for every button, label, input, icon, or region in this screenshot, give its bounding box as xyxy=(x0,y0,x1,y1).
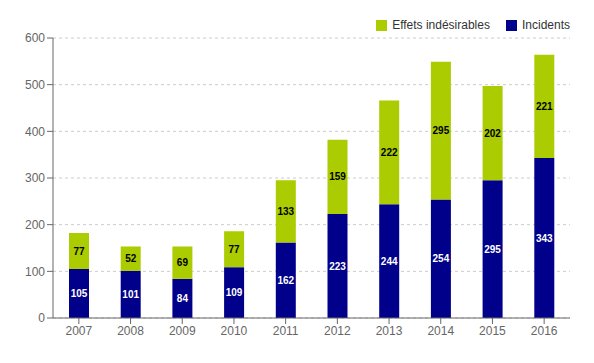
svg-text:2012: 2012 xyxy=(324,324,351,338)
svg-text:222: 222 xyxy=(381,147,398,158)
svg-text:101: 101 xyxy=(122,289,139,300)
svg-text:2007: 2007 xyxy=(65,324,92,338)
svg-text:84: 84 xyxy=(177,293,189,304)
svg-text:133: 133 xyxy=(277,206,294,217)
svg-text:2016: 2016 xyxy=(531,324,558,338)
html-text:Effets indésirables: Effets indésirables xyxy=(392,18,490,32)
svg-text:162: 162 xyxy=(277,275,294,286)
svg-text:69: 69 xyxy=(177,257,189,268)
svg-text:254: 254 xyxy=(433,253,450,264)
html-text:Incidents: Incidents xyxy=(522,18,570,32)
svg-text:2013: 2013 xyxy=(376,324,403,338)
svg-text:400: 400 xyxy=(25,125,45,139)
svg-text:159: 159 xyxy=(329,171,346,182)
svg-text:295: 295 xyxy=(433,125,450,136)
svg-text:2014: 2014 xyxy=(427,324,454,338)
svg-text:223: 223 xyxy=(329,261,346,272)
svg-text:244: 244 xyxy=(381,256,398,267)
svg-text:500: 500 xyxy=(25,78,45,92)
svg-text:300: 300 xyxy=(25,171,45,185)
svg-text:105: 105 xyxy=(71,288,88,299)
svg-text:109: 109 xyxy=(226,287,243,298)
svg-text:2009: 2009 xyxy=(169,324,196,338)
svg-text:2011: 2011 xyxy=(273,324,299,338)
svg-text:600: 600 xyxy=(25,31,45,45)
svg-text:295: 295 xyxy=(484,244,501,255)
svg-text:343: 343 xyxy=(536,233,553,244)
svg-text:200: 200 xyxy=(25,218,45,232)
svg-text:202: 202 xyxy=(484,128,501,139)
svg-text:77: 77 xyxy=(229,244,241,255)
svg-text:100: 100 xyxy=(25,265,45,279)
svg-text:52: 52 xyxy=(125,253,137,264)
svg-text:2015: 2015 xyxy=(479,324,506,338)
svg-text:2010: 2010 xyxy=(221,324,248,338)
svg-text:77: 77 xyxy=(73,246,85,257)
svg-text:221: 221 xyxy=(536,101,553,112)
svg-text:0: 0 xyxy=(38,311,45,325)
svg-text:2008: 2008 xyxy=(117,324,144,338)
